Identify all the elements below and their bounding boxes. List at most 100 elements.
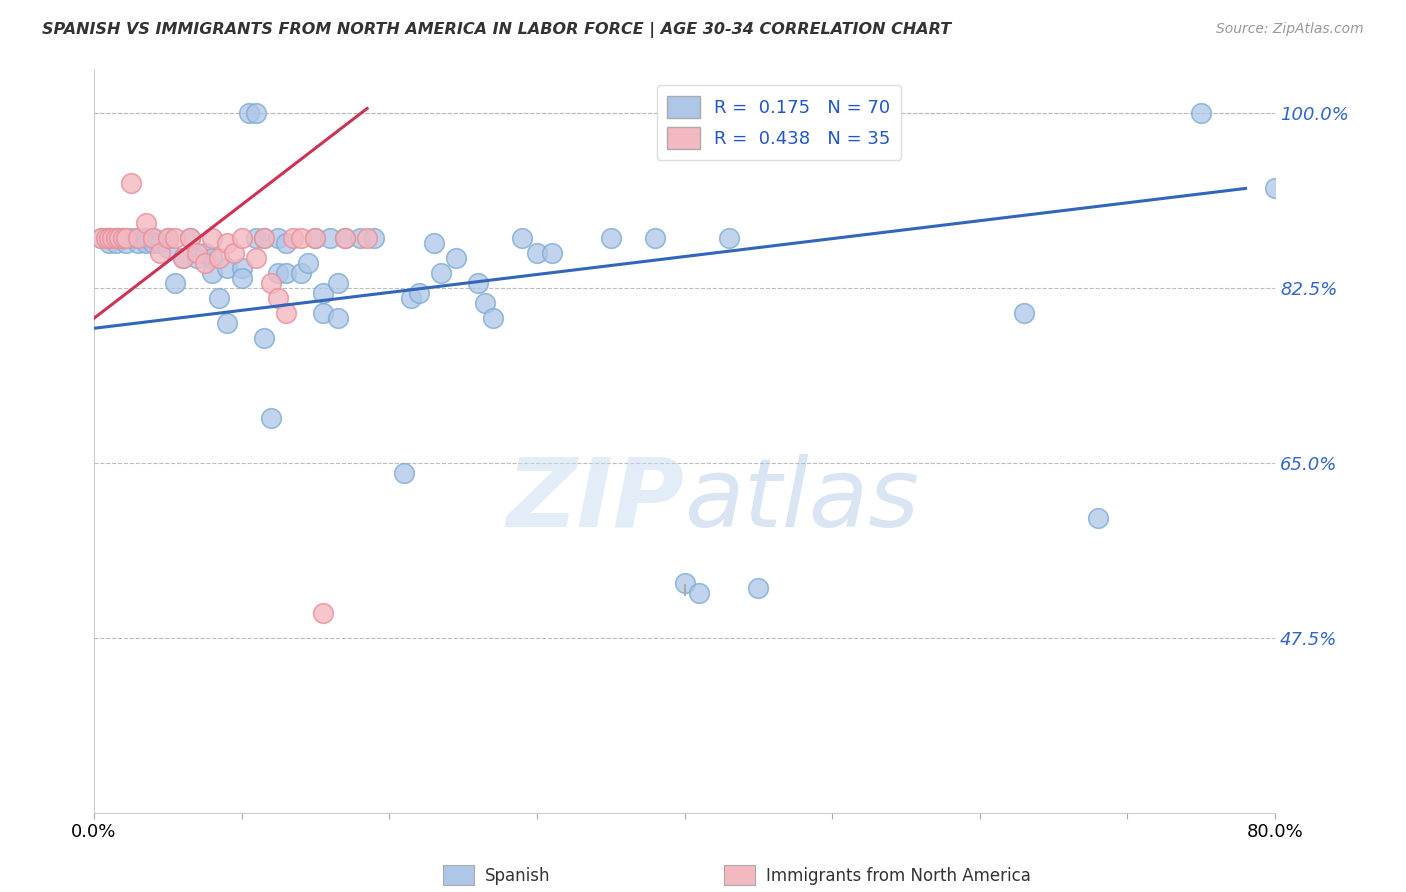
Point [179, 231, 201, 245]
Point [90, 231, 112, 245]
Point [260, 277, 283, 291]
Point [644, 231, 666, 245]
Point [267, 291, 290, 305]
Point [120, 231, 142, 245]
Point [201, 231, 224, 245]
Point [474, 296, 496, 310]
Point [100, 231, 122, 245]
Point [194, 256, 217, 270]
Point [231, 261, 253, 276]
Point [319, 231, 342, 245]
Point [526, 246, 548, 260]
Point [127, 236, 149, 251]
Point [253, 231, 276, 245]
Point [274, 266, 297, 280]
Point [253, 331, 276, 345]
Point [430, 266, 453, 280]
Point [253, 231, 276, 245]
Point [392, 466, 415, 480]
Point [717, 231, 740, 245]
Point [333, 231, 356, 245]
Point [326, 311, 349, 326]
Point [401, 291, 423, 305]
Point [274, 306, 297, 320]
Point [97, 231, 120, 245]
Point [194, 246, 217, 260]
Point [156, 231, 179, 245]
Point [172, 252, 194, 266]
Point [179, 231, 201, 245]
Point [97, 231, 120, 245]
Text: Immigrants from North America: Immigrants from North America [766, 867, 1031, 885]
Point [599, 231, 621, 245]
Point [142, 231, 165, 245]
Point [312, 286, 335, 301]
Point [208, 291, 231, 305]
Point [238, 106, 260, 120]
Point [356, 231, 378, 245]
Point [312, 306, 335, 320]
Point [422, 236, 444, 251]
Point [108, 231, 131, 245]
Point [201, 266, 224, 280]
Text: ZIP: ZIP [506, 454, 685, 547]
Point [172, 252, 194, 266]
Point [688, 586, 710, 600]
Point [260, 411, 283, 425]
Point [747, 581, 769, 595]
Point [408, 286, 430, 301]
Point [135, 236, 157, 251]
Point [105, 231, 128, 245]
Point [231, 231, 253, 245]
Point [90, 231, 112, 245]
Text: Source: ZipAtlas.com: Source: ZipAtlas.com [1216, 22, 1364, 37]
Text: atlas: atlas [685, 454, 920, 547]
Point [231, 271, 253, 285]
Point [224, 246, 246, 260]
Point [135, 231, 157, 245]
Point [349, 231, 371, 245]
Point [245, 231, 267, 245]
Point [673, 576, 696, 591]
Point [165, 231, 187, 245]
Point [467, 277, 489, 291]
Point [156, 231, 179, 245]
Point [105, 236, 128, 251]
Point [363, 231, 385, 245]
Point [245, 252, 267, 266]
Point [481, 311, 503, 326]
Point [540, 246, 562, 260]
Point [186, 246, 208, 260]
Point [149, 246, 172, 260]
Point [297, 256, 319, 270]
Point [127, 231, 149, 245]
Legend: R =  0.175   N = 70, R =  0.438   N = 35: R = 0.175 N = 70, R = 0.438 N = 35 [657, 85, 901, 160]
Point [444, 252, 467, 266]
Point [215, 316, 238, 330]
Point [108, 231, 131, 245]
Point [97, 236, 120, 251]
Point [112, 231, 135, 245]
Point [186, 252, 208, 266]
Point [112, 231, 135, 245]
Point [274, 236, 297, 251]
Point [142, 236, 165, 251]
Point [105, 231, 128, 245]
Point [115, 236, 138, 251]
Point [267, 266, 290, 280]
Point [290, 266, 312, 280]
Point [312, 606, 335, 620]
Point [333, 231, 356, 245]
Point [135, 216, 157, 230]
Point [142, 231, 165, 245]
Point [165, 277, 187, 291]
Point [283, 231, 305, 245]
Point [215, 261, 238, 276]
Point [127, 231, 149, 245]
Point [304, 231, 326, 245]
Text: Spanish: Spanish [485, 867, 551, 885]
Point [290, 231, 312, 245]
Point [215, 236, 238, 251]
Point [156, 241, 179, 255]
Point [510, 231, 533, 245]
